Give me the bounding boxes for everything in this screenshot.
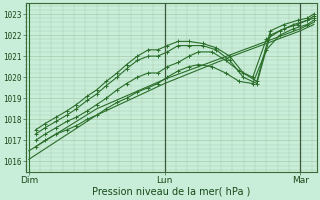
X-axis label: Pression niveau de la mer( hPa ): Pression niveau de la mer( hPa ) [92,187,251,197]
